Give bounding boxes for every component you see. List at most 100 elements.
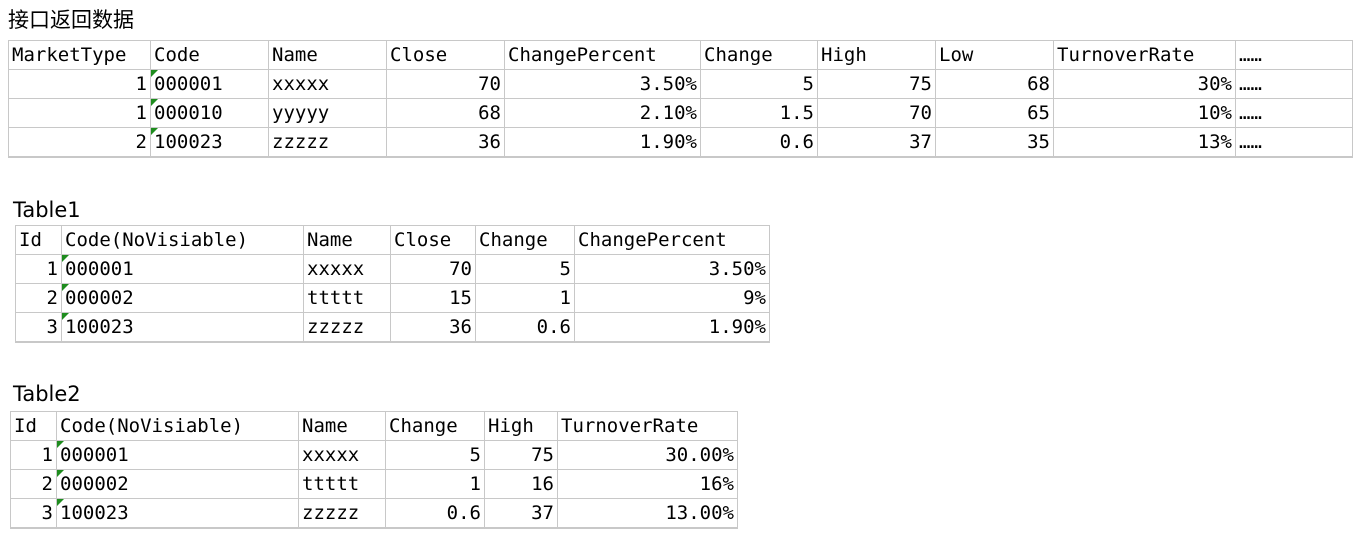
header-cell[interactable]: ChangePercent [504,40,701,70]
header-cell[interactable]: Close [390,225,476,255]
header-cell[interactable]: Low [935,40,1054,70]
cell-code[interactable]: 000002 [56,469,299,499]
table-row: 3 100023 zzzzz 36 0.6 1.90% [15,312,770,343]
cell[interactable]: 1 [15,254,62,284]
cell-code[interactable]: 000010 [150,98,269,128]
cell[interactable]: 0.6 [385,498,485,529]
cell[interactable]: 1 [8,69,151,99]
table-row: 3 100023 zzzzz 0.6 37 13.00% [10,498,738,529]
cell[interactable]: yyyyy [268,98,387,128]
cell[interactable]: 1 [385,469,485,499]
cell[interactable]: 3 [15,312,62,343]
cell-code[interactable]: 100023 [56,498,299,529]
text-number-flag-icon [62,284,69,291]
header-cell[interactable]: ChangePercent [574,225,770,255]
cell[interactable]: …… [1235,98,1353,128]
cell[interactable]: 70 [386,69,505,99]
header-cell[interactable]: High [484,411,558,441]
cell[interactable]: 30.00% [557,440,738,470]
header-cell[interactable]: Close [386,40,505,70]
header-cell[interactable]: TurnoverRate [1053,40,1236,70]
cell[interactable]: zzzzz [303,312,391,343]
table-row: 1 000010 yyyyy 68 2.10% 1.5 70 65 10% …… [8,98,1353,128]
text-number-flag-icon [151,99,158,106]
cell[interactable]: 0.6 [475,312,575,343]
cell[interactable]: 35 [935,127,1054,158]
cell[interactable]: 5 [700,69,818,99]
cell[interactable]: 16 [484,469,558,499]
header-cell[interactable]: Name [298,411,386,441]
header-cell[interactable]: Code(NoVisiable) [56,411,299,441]
header-cell[interactable]: Change [385,411,485,441]
cell[interactable]: 2 [8,127,151,158]
cell[interactable]: xxxxx [298,440,386,470]
header-cell[interactable]: Id [15,225,62,255]
cell[interactable]: 2 [15,283,62,313]
header-cell[interactable]: Name [303,225,391,255]
cell[interactable]: 36 [386,127,505,158]
cell[interactable]: 37 [484,498,558,529]
cell[interactable]: 0.6 [700,127,818,158]
cell-code[interactable]: 000001 [56,440,299,470]
cell[interactable]: 75 [817,69,936,99]
header-cell[interactable]: Change [700,40,818,70]
header-cell[interactable]: Code [150,40,269,70]
cell-code[interactable]: 000001 [61,254,304,284]
cell[interactable]: 30% [1053,69,1236,99]
table-row: 1 000001 xxxxx 70 3.50% 5 75 68 30% …… [8,69,1353,99]
cell[interactable]: zzzzz [298,498,386,529]
cell[interactable]: 5 [385,440,485,470]
cell[interactable]: 70 [817,98,936,128]
table2-title: Table2 [13,382,81,406]
cell[interactable]: 3.50% [504,69,701,99]
text-number-flag-icon [57,470,64,477]
cell[interactable]: 16% [557,469,738,499]
cell[interactable]: ttttt [303,283,391,313]
cell[interactable]: zzzzz [268,127,387,158]
table-row: 2 000002 ttttt 1 16 16% [10,469,738,499]
cell[interactable]: xxxxx [303,254,391,284]
cell[interactable]: 2 [10,469,57,499]
cell[interactable]: 9% [574,283,770,313]
main-data-table: MarketType Code Name Close ChangePercent… [8,40,1353,158]
cell[interactable]: 2.10% [504,98,701,128]
cell[interactable]: 1 [8,98,151,128]
header-cell[interactable]: …… [1235,40,1353,70]
header-row: Id Code(NoVisiable) Name Change High Tur… [10,411,738,441]
header-cell[interactable]: Name [268,40,387,70]
cell[interactable]: 68 [935,69,1054,99]
cell-code[interactable]: 100023 [150,127,269,158]
cell[interactable]: 3.50% [574,254,770,284]
cell-code[interactable]: 100023 [61,312,304,343]
cell[interactable]: 1 [10,440,57,470]
header-cell[interactable]: MarketType [8,40,151,70]
table-row: 2 000002 ttttt 15 1 9% [15,283,770,313]
cell[interactable]: 65 [935,98,1054,128]
cell[interactable]: 1.5 [700,98,818,128]
cell[interactable]: 10% [1053,98,1236,128]
cell[interactable]: 70 [390,254,476,284]
cell[interactable]: 68 [386,98,505,128]
cell[interactable]: 3 [10,498,57,529]
cell[interactable]: xxxxx [268,69,387,99]
header-cell[interactable]: Change [475,225,575,255]
cell[interactable]: …… [1235,69,1353,99]
cell[interactable]: 1 [475,283,575,313]
cell[interactable]: 1.90% [574,312,770,343]
cell[interactable]: 13.00% [557,498,738,529]
header-cell[interactable]: High [817,40,936,70]
cell[interactable]: 37 [817,127,936,158]
header-cell[interactable]: TurnoverRate [557,411,738,441]
cell[interactable]: 1.90% [504,127,701,158]
cell-code[interactable]: 000002 [61,283,304,313]
cell[interactable]: ttttt [298,469,386,499]
cell[interactable]: 15 [390,283,476,313]
cell[interactable]: 36 [390,312,476,343]
cell[interactable]: 5 [475,254,575,284]
cell[interactable]: 75 [484,440,558,470]
header-cell[interactable]: Code(NoVisiable) [61,225,304,255]
cell[interactable]: 13% [1053,127,1236,158]
cell[interactable]: …… [1235,127,1353,158]
cell-code[interactable]: 000001 [150,69,269,99]
header-cell[interactable]: Id [10,411,57,441]
